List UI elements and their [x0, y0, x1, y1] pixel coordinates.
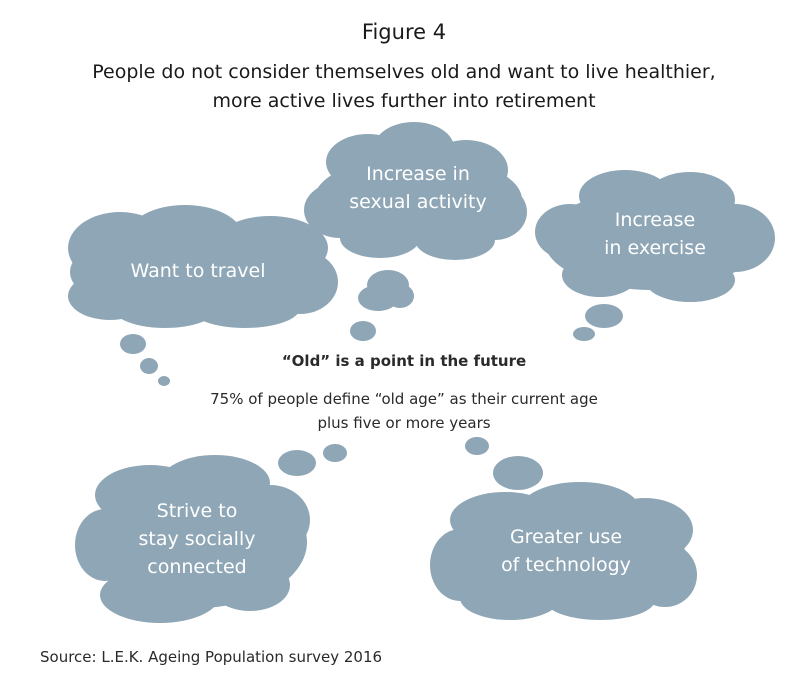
cloud-label-line: Strive to [156, 500, 238, 522]
cloud-label-line: in exercise [604, 237, 706, 259]
cloud-greater-use-of-technology [430, 437, 697, 620]
source-note: Source: L.E.K. Ageing Population survey … [40, 648, 383, 666]
cloud-label-line: connected [147, 556, 247, 578]
bubble-dot [350, 321, 376, 341]
cloud-label-line: stay socially [138, 528, 256, 550]
cloud-label-line: Increase in [366, 163, 470, 185]
bubble-dot [573, 327, 595, 341]
bubble-dot [585, 304, 623, 328]
cloud-label-increase-in-sexual-activity: Increase in sexual activity [318, 160, 518, 216]
center-description-line-2: plus five or more years [317, 414, 491, 432]
cloud-strive-to-stay-socially-connected [75, 444, 347, 623]
cloud-label-increase-in-exercise: Increase in exercise [555, 206, 755, 262]
cloud-label-line: Want to travel [130, 260, 266, 282]
title-line-1: People do not consider themselves old an… [92, 61, 716, 83]
bubble-dot [278, 450, 316, 476]
cloud-label-line: Increase [614, 209, 696, 231]
cloud-label-line: sexual activity [349, 191, 487, 213]
cloud-increase-in-exercise [535, 170, 775, 341]
center-description-line-1: 75% of people define “old age” as their … [210, 390, 598, 408]
center-heading: “Old” is a point in the future [281, 352, 527, 370]
bubble-dot [140, 358, 158, 374]
cloud-want-to-travel [68, 205, 338, 386]
bubble-dot [120, 334, 146, 354]
cloud-label-want-to-travel: Want to travel [88, 257, 308, 285]
center-description: 75% of people define “old age” as their … [0, 387, 808, 435]
bubble-dot [386, 284, 414, 308]
bubble-dot [323, 444, 347, 462]
bubble-dot [493, 456, 543, 490]
bubble-dot [465, 437, 489, 455]
figure-title: People do not consider themselves old an… [0, 58, 808, 116]
cloud-label-line: Greater use [509, 526, 623, 548]
cloud-increase-in-sexual-activity [304, 122, 527, 341]
cloud-label-strive-to-stay-socially-connected: Strive to stay socially connected [97, 497, 297, 581]
cloud-label-greater-use-of-technology: Greater use of technology [466, 523, 666, 579]
bubble-dot [158, 376, 170, 386]
figure-label: Figure 4 [361, 20, 447, 44]
title-line-2: more active lives further into retiremen… [212, 90, 596, 112]
cloud-label-line: of technology [501, 554, 631, 576]
